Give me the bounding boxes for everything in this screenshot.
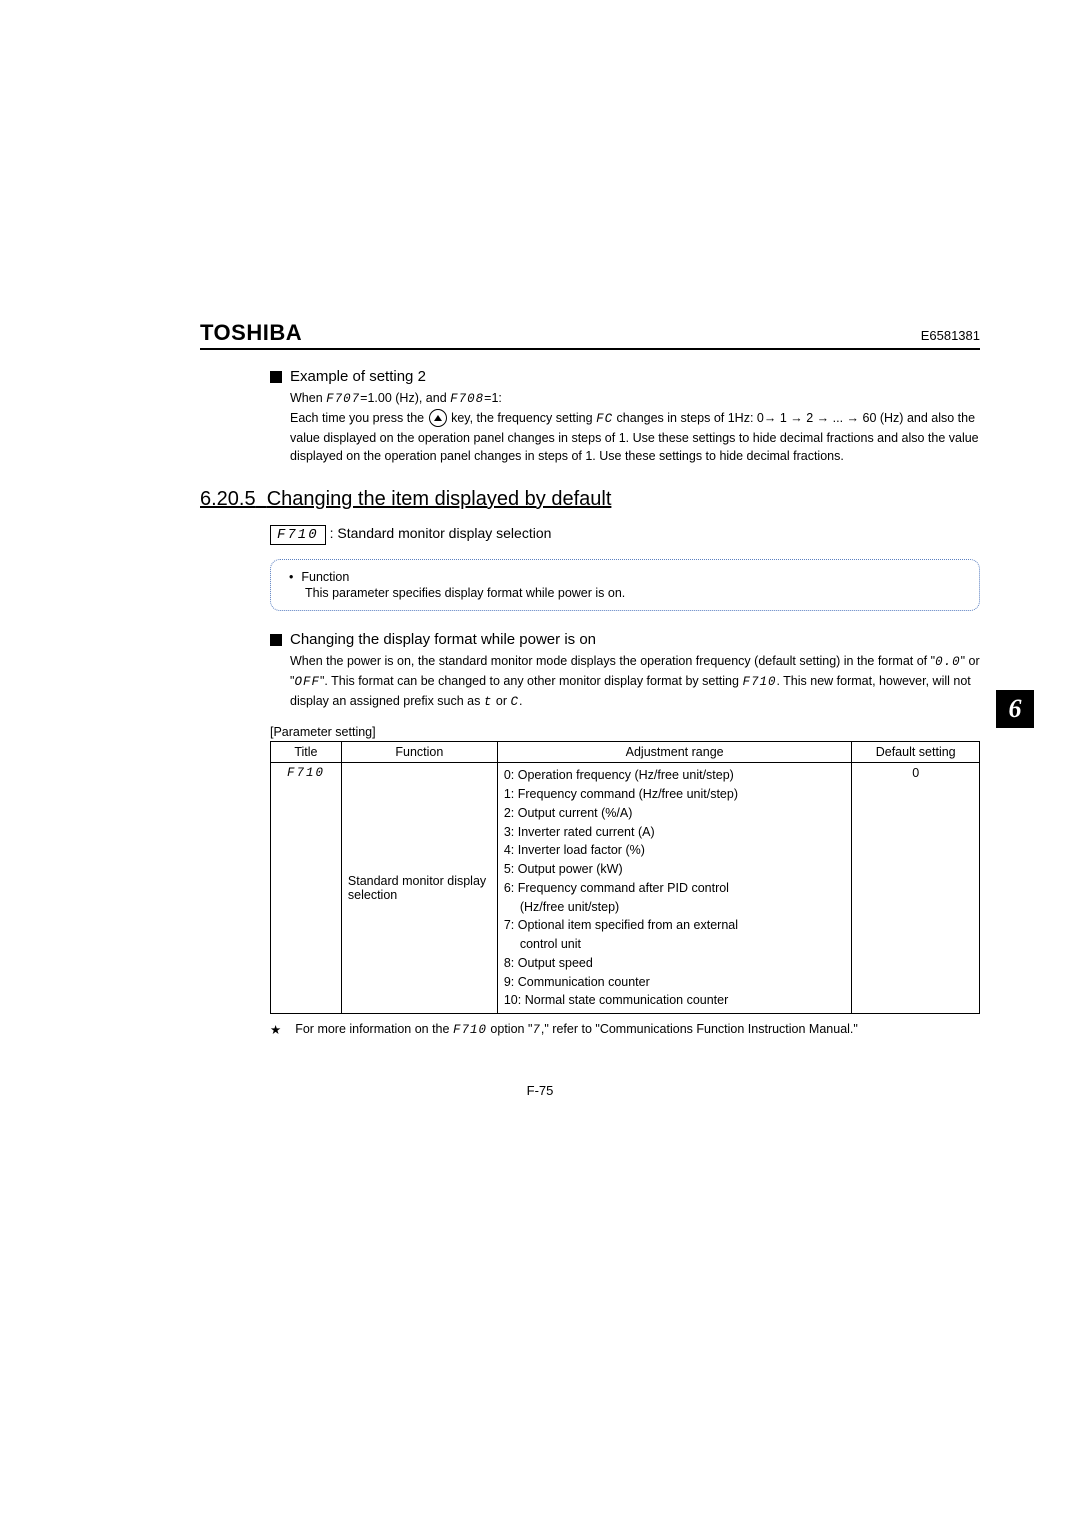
changing-c: ". This format can be changed to any oth… bbox=[320, 674, 742, 688]
parameter-table: Title Function Adjustment range Default … bbox=[270, 741, 980, 1014]
square-bullet-icon bbox=[270, 371, 282, 383]
cell-adjustment: 0: Operation frequency (Hz/free unit/ste… bbox=[497, 763, 852, 1014]
star-icon: ★ bbox=[270, 1022, 281, 1037]
footnote-b: option " bbox=[487, 1022, 532, 1036]
th-adjustment: Adjustment range bbox=[497, 742, 852, 763]
changing-a: When the power is on, the standard monit… bbox=[290, 654, 935, 668]
page-content: Example of setting 2 When F707=1.00 (Hz)… bbox=[200, 368, 980, 1037]
changing-heading: Changing the display format while power … bbox=[270, 631, 980, 648]
up-key-icon bbox=[429, 409, 447, 427]
page-number: F-75 bbox=[0, 1083, 1080, 1098]
changing-e: or bbox=[492, 694, 510, 708]
changing-code5: C bbox=[510, 695, 519, 709]
parameter-desc: : Standard monitor display selection bbox=[330, 525, 552, 541]
changing-body: When the power is on, the standard monit… bbox=[290, 652, 980, 711]
adj-item: 2: Output current (%/A) bbox=[504, 804, 846, 823]
changing-code1: 0.0 bbox=[935, 655, 961, 669]
example-line2-b: key, the frequency setting bbox=[451, 411, 596, 425]
cell-default: 0 bbox=[852, 763, 980, 1014]
adj-item: 8: Output speed bbox=[504, 954, 846, 973]
th-title: Title bbox=[271, 742, 342, 763]
example-code-f707: F707 bbox=[326, 392, 360, 406]
adj-item: 3: Inverter rated current (A) bbox=[504, 823, 846, 842]
th-default: Default setting bbox=[852, 742, 980, 763]
example-line1-a: When bbox=[290, 391, 326, 405]
adj-item: 9: Communication counter bbox=[504, 973, 846, 992]
adjustment-list: 0: Operation frequency (Hz/free unit/ste… bbox=[504, 766, 846, 1010]
example-body: When F707=1.00 (Hz), and F708=1: Each ti… bbox=[290, 389, 980, 466]
footnote-code2: 7 bbox=[532, 1023, 541, 1037]
adj-item: 5: Output power (kW) bbox=[504, 860, 846, 879]
adj-item: 1: Frequency command (Hz/free unit/step) bbox=[504, 785, 846, 804]
cell-title: F710 bbox=[271, 763, 342, 1014]
example-line1-c: =1: bbox=[484, 391, 502, 405]
function-box-text: This parameter specifies display format … bbox=[305, 586, 961, 600]
adj-item-indent: (Hz/free unit/step) bbox=[504, 898, 846, 917]
square-bullet-icon bbox=[270, 634, 282, 646]
adj-item: 10: Normal state communication counter bbox=[504, 991, 846, 1010]
example-line2-a: Each time you press the bbox=[290, 411, 428, 425]
section-heading: Changing the item displayed by default bbox=[267, 488, 612, 510]
brand-logo: TOSHIBA bbox=[200, 320, 302, 346]
section-title: 6.20.5 Changing the item displayed by de… bbox=[200, 488, 980, 511]
adj-item: 6: Frequency command after PID control bbox=[504, 879, 846, 898]
footnote-a: For more information on the bbox=[295, 1022, 453, 1036]
function-bullet-row: • Function bbox=[289, 570, 961, 584]
adj-item-indent: control unit bbox=[504, 935, 846, 954]
function-bullet-label: Function bbox=[301, 570, 349, 584]
changing-heading-text: Changing the display format while power … bbox=[290, 631, 596, 648]
cell-function: Standard monitor display selection bbox=[341, 763, 497, 1014]
th-function: Function bbox=[341, 742, 497, 763]
adj-item: 0: Operation frequency (Hz/free unit/ste… bbox=[504, 766, 846, 785]
adj-item: 7: Optional item specified from an exter… bbox=[504, 916, 846, 935]
parameter-label-line: F710: Standard monitor display selection bbox=[270, 525, 980, 545]
manual-page: TOSHIBA E6581381 Example of setting 2 Wh… bbox=[0, 0, 1080, 1528]
changing-code2: OFF bbox=[294, 675, 320, 689]
table-header-row: Title Function Adjustment range Default … bbox=[271, 742, 980, 763]
bullet-dot-icon: • bbox=[289, 570, 293, 584]
footnote-text: For more information on the F710 option … bbox=[295, 1022, 858, 1037]
footnote: ★ For more information on the F710 optio… bbox=[270, 1022, 980, 1037]
changing-code3: F710 bbox=[742, 675, 776, 689]
footnote-code1: F710 bbox=[453, 1023, 487, 1037]
page-header: TOSHIBA E6581381 bbox=[200, 320, 980, 350]
footnote-c: ," refer to "Communications Function Ins… bbox=[541, 1022, 858, 1036]
chapter-tab: 6 bbox=[996, 690, 1034, 728]
example-line1-b: =1.00 (Hz), and bbox=[360, 391, 450, 405]
changing-f: . bbox=[519, 694, 522, 708]
example-heading-text: Example of setting 2 bbox=[290, 368, 426, 385]
example-code-fc: FC bbox=[596, 412, 613, 426]
table-caption: [Parameter setting] bbox=[270, 725, 980, 739]
section-number: 6.20.5 bbox=[200, 488, 256, 510]
function-box: • Function This parameter specifies disp… bbox=[270, 559, 980, 611]
document-id: E6581381 bbox=[921, 328, 980, 343]
table-row: F710 Standard monitor display selection … bbox=[271, 763, 980, 1014]
example-code-f708: F708 bbox=[450, 392, 484, 406]
adj-item: 4: Inverter load factor (%) bbox=[504, 841, 846, 860]
example-heading: Example of setting 2 bbox=[270, 368, 980, 385]
parameter-code-box: F710 bbox=[270, 525, 326, 545]
